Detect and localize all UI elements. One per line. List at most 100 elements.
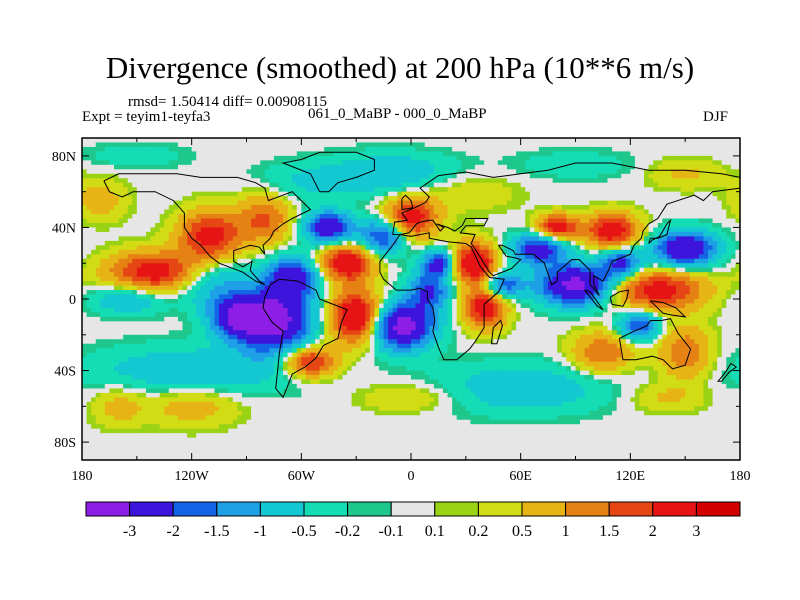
field-cell <box>264 231 270 237</box>
field-cell <box>177 164 184 170</box>
field-cell <box>159 138 165 144</box>
field-cell <box>488 249 494 255</box>
field-cell <box>612 142 618 148</box>
field-cell <box>200 267 206 273</box>
field-cell <box>360 245 366 251</box>
field-cell <box>82 290 88 296</box>
field-cell <box>127 218 133 224</box>
field-cell <box>301 276 307 282</box>
field-cell <box>401 245 408 251</box>
field-cell <box>187 245 193 251</box>
field-cell <box>209 205 216 211</box>
field-cell <box>209 249 216 255</box>
field-cell <box>191 240 197 246</box>
field-cell <box>246 272 252 278</box>
field-cell <box>109 245 115 251</box>
field-cell <box>365 178 371 184</box>
field-cell <box>589 173 595 179</box>
field-cell <box>136 205 142 211</box>
field-cell <box>680 138 686 144</box>
field-cell <box>717 254 723 260</box>
field-cell <box>136 173 142 179</box>
field-cell <box>365 263 371 269</box>
field-cell <box>488 164 494 170</box>
field-cell <box>429 182 435 188</box>
field-cell <box>653 173 659 179</box>
field-cell <box>598 142 604 148</box>
field-cell <box>369 205 376 211</box>
field-cell <box>607 182 613 188</box>
field-cell <box>283 231 289 237</box>
field-cell <box>630 249 636 255</box>
field-cell <box>666 196 673 202</box>
field-cell <box>680 187 686 193</box>
field-cell <box>685 267 691 273</box>
field-cell <box>86 191 92 197</box>
field-cell <box>497 178 503 184</box>
field-cell <box>219 245 225 251</box>
field-cell <box>424 272 430 278</box>
field-cell <box>173 276 179 282</box>
field-cell <box>223 169 229 175</box>
field-cell <box>324 200 330 206</box>
field-cell <box>104 205 111 211</box>
field-cell <box>356 155 362 161</box>
field-cell <box>662 178 668 184</box>
field-cell <box>109 142 115 148</box>
field-cell <box>506 290 513 296</box>
field-cell <box>324 263 330 269</box>
field-cell <box>694 231 700 237</box>
field-cell <box>319 245 325 251</box>
field-cell <box>100 142 106 148</box>
field-cell <box>187 182 193 188</box>
field-cell <box>497 214 503 220</box>
field-cell <box>689 236 695 242</box>
field-cell <box>319 151 325 157</box>
field-cell <box>598 267 604 273</box>
field-cell <box>479 285 485 291</box>
field-cell <box>479 218 485 224</box>
field-cell <box>506 182 513 188</box>
field-cell <box>269 191 275 197</box>
field-cell <box>324 245 330 251</box>
field-cell <box>566 146 572 153</box>
field-cell <box>685 272 691 278</box>
field-cell <box>584 187 590 193</box>
field-cell <box>228 240 234 246</box>
field-cell <box>424 236 430 242</box>
field-cell <box>698 209 705 215</box>
field-cell <box>127 227 133 233</box>
field-cell <box>465 164 471 170</box>
field-cell <box>506 200 513 206</box>
field-cell <box>593 276 599 282</box>
field-cell <box>127 146 133 153</box>
field-cell <box>529 164 535 170</box>
field-cell <box>379 187 385 193</box>
field-cell <box>360 231 366 237</box>
field-cell <box>241 222 248 229</box>
field-cell <box>612 272 618 278</box>
field-cell <box>269 138 275 144</box>
field-cell <box>447 138 453 144</box>
field-cell <box>255 218 261 224</box>
field-cell <box>315 254 321 260</box>
field-cell <box>415 142 421 148</box>
field-cell <box>516 236 522 242</box>
field-cell <box>456 178 462 184</box>
field-cell <box>150 222 156 229</box>
field-cell <box>132 169 138 175</box>
field-cell <box>726 218 732 224</box>
field-cell <box>164 276 170 282</box>
field-cell <box>365 142 371 148</box>
field-cell <box>420 281 426 287</box>
field-cell <box>260 263 266 269</box>
field-cell <box>671 200 677 206</box>
field-cell <box>196 146 202 153</box>
field-cell <box>301 173 307 179</box>
field-cell <box>644 191 650 197</box>
field-cell <box>310 281 316 287</box>
field-cell <box>484 254 490 260</box>
field-cell <box>442 254 449 260</box>
field-cell <box>442 290 449 296</box>
field-cell <box>474 276 481 282</box>
